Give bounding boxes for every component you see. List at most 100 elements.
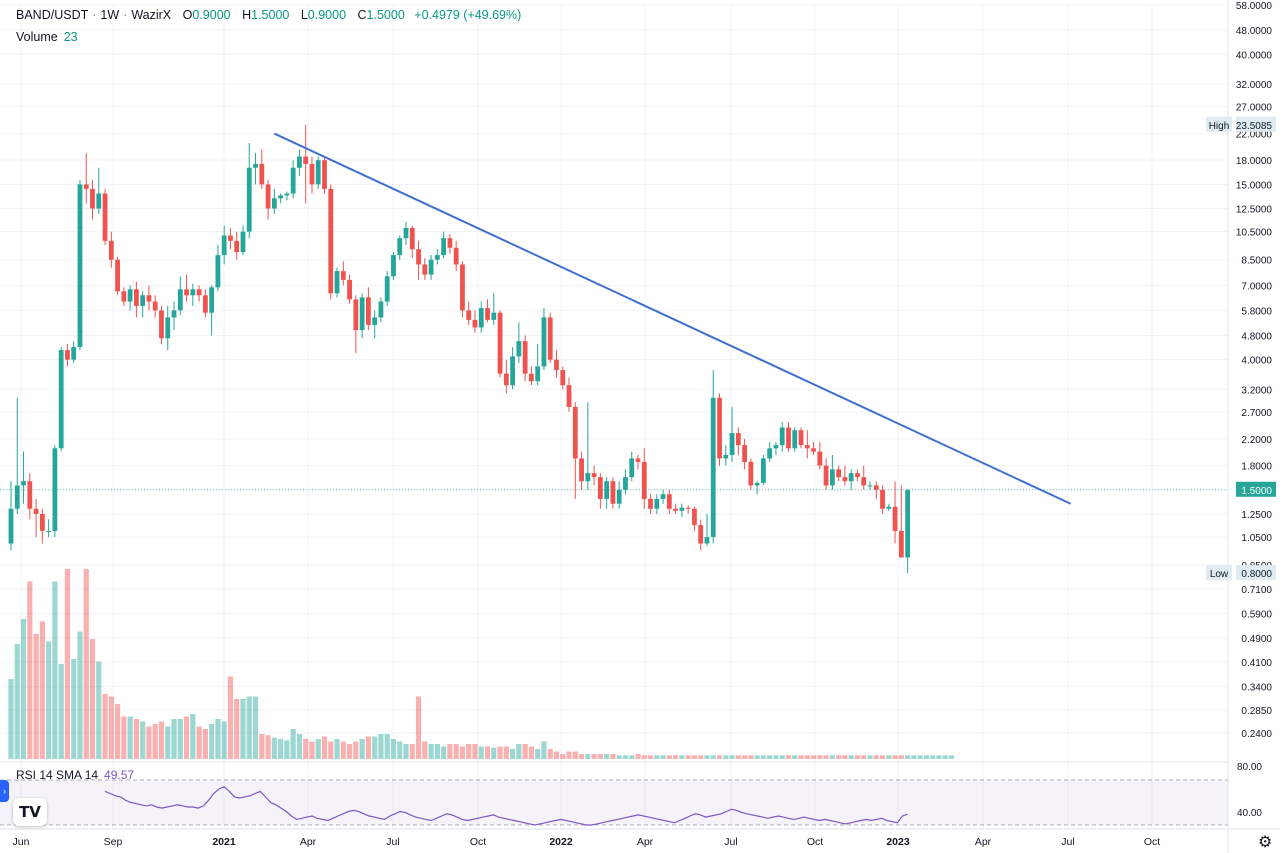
volume-bar bbox=[33, 634, 39, 759]
candle-body bbox=[359, 297, 365, 331]
candle-body bbox=[347, 279, 352, 300]
volume-bar bbox=[591, 754, 597, 759]
candle-body bbox=[33, 508, 39, 514]
candle-body bbox=[554, 359, 559, 371]
volume-bar bbox=[183, 716, 190, 759]
settings-gear-icon[interactable]: ⚙ bbox=[1258, 832, 1273, 851]
volume-bar bbox=[553, 751, 560, 759]
volume-bar bbox=[710, 755, 716, 759]
volume-bar bbox=[685, 755, 691, 759]
candle-body bbox=[692, 508, 697, 526]
candle-body bbox=[767, 448, 773, 459]
candle-body bbox=[315, 160, 321, 185]
candle-body bbox=[39, 513, 45, 531]
candle-body bbox=[46, 530, 52, 532]
volume-bar bbox=[321, 736, 328, 759]
volume-bar bbox=[177, 719, 183, 759]
volume-bar bbox=[77, 631, 83, 759]
candle-body bbox=[460, 264, 465, 311]
volume-bar bbox=[259, 734, 265, 759]
volume-bar bbox=[560, 754, 566, 759]
tradingview-logo-icon[interactable]: TV bbox=[13, 798, 47, 826]
candle-body bbox=[485, 308, 490, 320]
volume-bar bbox=[936, 755, 942, 759]
candle-body bbox=[372, 317, 378, 325]
candle-body bbox=[786, 427, 791, 449]
candle-body bbox=[823, 465, 829, 486]
volume-bar bbox=[886, 755, 892, 759]
volume-bar bbox=[171, 719, 177, 759]
volume-bar bbox=[647, 755, 654, 759]
symbol-legend[interactable]: BAND/USDT · 1W · WazirX O0.9000 H1.5000 L0.9… bbox=[16, 8, 522, 22]
volume-bar bbox=[679, 755, 685, 759]
high-price-tag: 23.5085 bbox=[1236, 121, 1273, 132]
volume-bar bbox=[152, 724, 158, 759]
volume-bar bbox=[278, 739, 284, 759]
volume-bar bbox=[221, 721, 227, 759]
volume-bar bbox=[748, 755, 754, 759]
volume-bar bbox=[83, 569, 89, 759]
volume-bar bbox=[930, 755, 936, 759]
candle-body bbox=[447, 238, 453, 248]
trendline[interactable] bbox=[273, 132, 1072, 505]
volume-bar bbox=[234, 699, 240, 759]
collapse-panel-tab[interactable]: › bbox=[0, 780, 9, 802]
price-tick-label: 4.0000 bbox=[1241, 356, 1272, 367]
candle-body bbox=[698, 525, 704, 544]
volume-bar bbox=[810, 755, 817, 759]
candle-body bbox=[867, 485, 873, 487]
time-tick-label: Jun bbox=[13, 836, 30, 848]
candle-body bbox=[297, 156, 302, 168]
volume-bar bbox=[804, 755, 810, 759]
candle-body bbox=[754, 482, 760, 486]
candle-body bbox=[892, 506, 898, 531]
high-label: H bbox=[242, 8, 252, 22]
candle-body bbox=[391, 255, 396, 277]
volume-bar bbox=[735, 755, 741, 759]
volume-bar bbox=[303, 739, 309, 759]
volume-bar bbox=[861, 755, 867, 759]
candle-body bbox=[560, 370, 566, 386]
candle-body bbox=[422, 264, 428, 275]
volume-bar bbox=[384, 734, 390, 759]
price-tick-label: 48.0000 bbox=[1236, 26, 1273, 37]
candle-body bbox=[641, 461, 647, 499]
rsi-legend[interactable]: RSI 14 SMA 14 49.57 bbox=[16, 768, 134, 782]
candle-body bbox=[14, 485, 20, 509]
candle-body bbox=[177, 289, 183, 311]
volume-legend[interactable]: Volume 23 bbox=[16, 30, 78, 44]
volume-bar bbox=[290, 729, 296, 759]
time-tick-label: 2023 bbox=[886, 836, 910, 848]
candle-body bbox=[541, 317, 547, 367]
candle-body bbox=[579, 458, 584, 482]
volume-bar bbox=[466, 744, 472, 759]
volume-bar bbox=[146, 726, 152, 759]
candle-body bbox=[127, 289, 133, 302]
volume-bar bbox=[666, 755, 672, 759]
time-tick-label: Sep bbox=[104, 836, 123, 848]
volume-bar bbox=[767, 755, 773, 759]
candle-body bbox=[510, 356, 515, 386]
candle-body bbox=[146, 295, 152, 302]
volume-bar bbox=[127, 716, 133, 759]
time-tick-label: Oct bbox=[807, 836, 823, 848]
price-tick-label: 1.2500 bbox=[1241, 510, 1272, 521]
low-price-tag: 0.8000 bbox=[1241, 569, 1272, 580]
volume-bar bbox=[604, 754, 610, 759]
candle-body bbox=[202, 295, 208, 313]
change-value: +0.4979 (+49.69%) bbox=[414, 8, 522, 22]
candle-body bbox=[434, 255, 440, 260]
candle-body bbox=[27, 481, 33, 509]
candle-body bbox=[735, 433, 741, 446]
volume-bar bbox=[447, 744, 453, 759]
candle-body bbox=[271, 198, 277, 209]
candle-body bbox=[679, 507, 685, 511]
candle-body bbox=[265, 184, 271, 209]
price-tick-label: 0.7100 bbox=[1241, 585, 1272, 596]
volume-bar bbox=[190, 714, 196, 759]
price-tick-label: 2.2000 bbox=[1241, 435, 1272, 446]
time-tick-label: Apr bbox=[975, 836, 992, 848]
price-tick-label: 5.8000 bbox=[1241, 306, 1272, 317]
price-tick-label: 40.0000 bbox=[1236, 50, 1273, 61]
